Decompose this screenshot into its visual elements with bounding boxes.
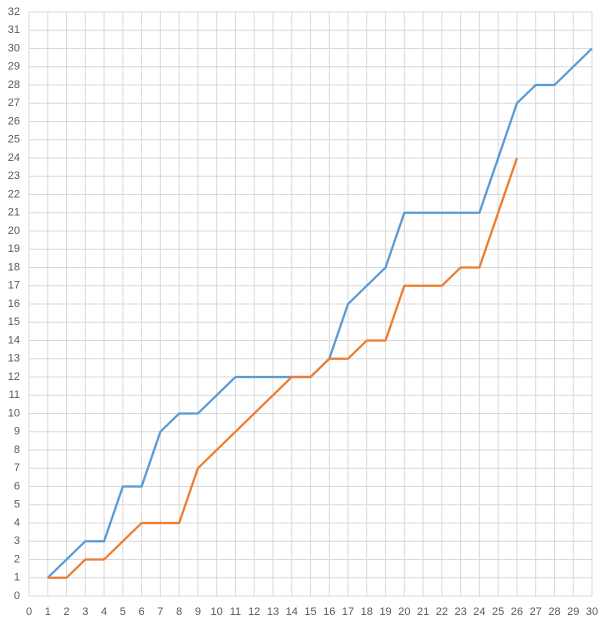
y-tick-label: 30	[8, 42, 20, 54]
y-tick-label: 6	[14, 480, 20, 492]
x-tick-label: 24	[473, 606, 485, 618]
y-tick-label: 11	[9, 389, 20, 401]
x-tick-label: 2	[63, 606, 69, 618]
y-tick-label: 19	[8, 243, 20, 255]
x-tick-label: 3	[82, 606, 88, 618]
x-tick-label: 22	[436, 606, 448, 618]
x-tick-label: 11	[230, 606, 241, 618]
y-tick-label: 9	[14, 426, 20, 438]
x-tick-label: 21	[417, 606, 429, 618]
x-tick-label: 19	[379, 606, 391, 618]
x-tick-label: 28	[548, 606, 560, 618]
x-tick-label: 18	[361, 606, 373, 618]
x-tick-label: 27	[530, 606, 542, 618]
x-tick-label: 7	[157, 606, 163, 618]
y-tick-label: 18	[8, 261, 20, 273]
x-tick-label: 10	[211, 606, 223, 618]
y-tick-label: 15	[8, 316, 20, 328]
x-tick-label: 25	[492, 606, 504, 618]
y-tick-label: 27	[8, 97, 20, 109]
y-tick-label: 24	[8, 152, 20, 164]
y-tick-label: 0	[14, 590, 20, 602]
x-tick-label: 16	[323, 606, 335, 618]
x-tick-label: 23	[455, 606, 467, 618]
y-tick-label: 8	[14, 444, 20, 456]
x-tick-label: 29	[567, 606, 579, 618]
y-tick-label: 12	[8, 371, 20, 383]
x-tick-label: 4	[101, 606, 107, 618]
y-tick-label: 23	[8, 170, 20, 182]
series-line	[47, 157, 518, 579]
x-tick-label: 26	[511, 606, 523, 618]
y-tick-label: 2	[14, 553, 20, 565]
y-tick-label: 7	[14, 462, 20, 474]
x-tick-label: 1	[45, 606, 51, 618]
y-tick-label: 5	[14, 499, 20, 511]
x-tick-label: 8	[176, 606, 182, 618]
x-tick-label: 9	[195, 606, 201, 618]
x-tick-label: 5	[120, 606, 126, 618]
y-tick-label: 20	[8, 225, 20, 237]
series-line	[46, 47, 593, 579]
x-tick-label: 12	[248, 606, 260, 618]
y-tick-label: 25	[8, 134, 20, 146]
y-tick-label: 28	[8, 79, 20, 91]
y-tick-label: 22	[8, 188, 20, 200]
y-tick-label: 1	[14, 572, 20, 584]
y-tick-label: 14	[8, 334, 20, 346]
y-tick-label: 3	[14, 535, 20, 547]
y-tick-label: 32	[8, 6, 20, 18]
y-tick-label: 4	[14, 517, 20, 529]
y-tick-label: 21	[8, 207, 20, 219]
x-tick-label: 17	[342, 606, 354, 618]
y-tick-label: 29	[8, 61, 20, 73]
y-tick-label: 16	[8, 298, 20, 310]
x-tick-label: 20	[398, 606, 410, 618]
x-tick-label: 14	[286, 606, 298, 618]
y-tick-label: 10	[8, 407, 20, 419]
x-tick-label: 0	[26, 606, 32, 618]
y-tick-label: 17	[8, 280, 20, 292]
x-tick-label: 30	[586, 606, 598, 618]
x-tick-label: 15	[304, 606, 316, 618]
x-tick-label: 13	[267, 606, 279, 618]
x-tick-label: 6	[139, 606, 145, 618]
y-tick-label: 26	[8, 115, 20, 127]
y-tick-label: 13	[8, 353, 20, 365]
y-tick-label: 31	[8, 24, 20, 36]
